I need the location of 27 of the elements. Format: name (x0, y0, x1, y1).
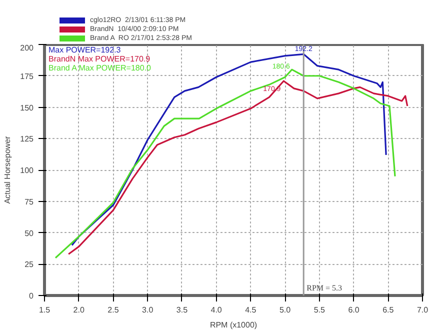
y-tick-label: 150 (20, 103, 34, 112)
y-tick-label: 50 (24, 228, 34, 238)
x-tick-label: 2.0 (73, 306, 85, 314)
annotation: Max POWER=192.3 (48, 46, 122, 54)
ref-line-label: RPM = 5.3 (306, 284, 342, 292)
x-tick-label: 4.5 (245, 306, 257, 314)
y-tick-label: 125 (20, 134, 34, 144)
y-tick-label: 175 (20, 72, 34, 81)
x-tick-label: 6.5 (382, 306, 394, 314)
annotation: Brand A Max POWER=180.0 (48, 64, 152, 72)
x-tick-label: 1.5 (38, 306, 51, 314)
x-tick-label: 2.5 (108, 306, 120, 314)
x-tick-label: 5.5 (314, 306, 326, 314)
x-tick-label: 6.0 (348, 306, 360, 314)
x-tick-label: 5.0 (279, 306, 292, 314)
x-tick-label: 3.0 (142, 306, 154, 314)
y-tick-label: 200 (20, 44, 34, 52)
x-tick-label: 7.0 (416, 306, 429, 314)
x-tick-label: 4.0 (210, 306, 222, 314)
y-tick-label: 25 (24, 260, 34, 270)
y-tick-label: 0 (29, 292, 34, 300)
annotation: BrandN Max POWER=170.9 (48, 54, 151, 64)
x-tick-label: 3.5 (176, 306, 188, 314)
x-axis-title: RPM (x1000) (210, 320, 258, 330)
y-tick-label: 100 (20, 166, 34, 175)
y-tick-label: 75 (24, 197, 34, 206)
y-axis-title: Actual Horsepower (3, 136, 12, 204)
